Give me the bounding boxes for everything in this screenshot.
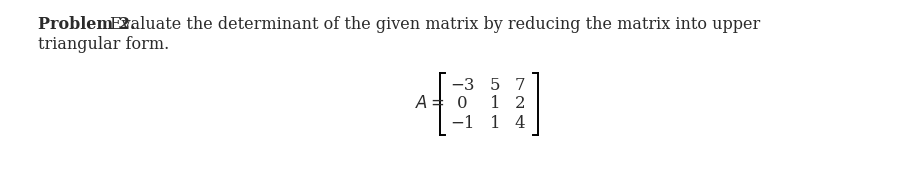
Text: 7: 7 xyxy=(514,76,525,94)
Text: triangular form.: triangular form. xyxy=(38,36,169,53)
Text: 2: 2 xyxy=(514,95,525,113)
Text: 5: 5 xyxy=(490,76,500,94)
Text: 0: 0 xyxy=(456,95,467,113)
Text: −1: −1 xyxy=(450,115,474,132)
Text: 4: 4 xyxy=(514,115,525,132)
Text: 1: 1 xyxy=(490,115,500,132)
Text: $A=$: $A=$ xyxy=(415,95,445,113)
Text: Evaluate the determinant of the given matrix by reducing the matrix into upper: Evaluate the determinant of the given ma… xyxy=(110,16,760,33)
Text: −3: −3 xyxy=(450,76,474,94)
Text: 1: 1 xyxy=(490,95,500,113)
Text: Problem 2.: Problem 2. xyxy=(38,16,135,33)
